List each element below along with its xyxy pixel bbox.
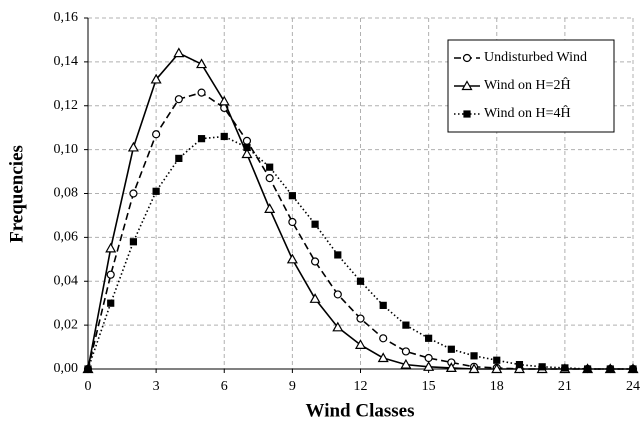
marker [173,47,185,58]
legend-marker [463,110,471,118]
legend-marker [461,80,473,91]
marker [629,365,637,373]
marker [606,365,614,373]
marker [311,220,319,228]
marker [424,353,433,363]
marker [175,154,183,162]
marker [105,242,117,253]
marker [266,163,274,171]
marker [129,238,138,246]
marker [129,189,138,198]
marker [218,95,230,106]
x-tick-label: 21 [558,379,572,394]
y-tick-label: 0,02 [54,317,79,332]
marker [377,352,389,363]
legend-label: Undisturbed Wind [484,50,587,65]
marker [197,88,206,97]
marker [513,363,525,374]
marker [286,253,298,264]
marker [354,339,367,349]
marker [220,132,228,141]
x-tick-label: 12 [354,379,368,394]
marker [197,135,206,143]
marker [243,143,251,152]
marker [356,277,365,285]
marker [288,192,296,200]
marker [84,365,92,373]
y-tick-label: 0,04 [54,273,79,288]
marker [310,257,320,266]
y-tick-label: 0,14 [54,54,79,69]
marker [150,73,162,84]
marker [561,364,569,372]
y-tick-label: 0,06 [54,230,79,245]
marker [538,363,546,371]
marker [106,270,115,279]
x-tick-label: 3 [153,379,160,394]
marker [447,345,455,353]
marker [107,299,115,307]
marker [174,95,183,104]
x-tick-label: 15 [422,379,436,394]
x-tick-label: 6 [221,379,228,394]
marker [309,293,321,303]
y-tick-label: 0,10 [54,142,79,157]
marker [356,314,365,323]
marker [379,301,387,309]
x-tick-label: 9 [289,379,296,394]
marker [196,58,208,69]
marker [127,141,139,152]
marker [583,365,592,373]
legend-label: Wind on H=2Ĥ [484,76,571,93]
y-tick-label: 0,08 [54,186,79,201]
x-tick-label: 24 [626,379,640,394]
y-tick-label: 0,00 [54,361,79,376]
legend-label: Wind on H=4Ĥ [484,104,571,121]
legend-marker [462,53,472,63]
marker [241,148,253,159]
marker [401,347,411,356]
marker [470,352,478,360]
marker [423,361,435,371]
marker [402,321,410,329]
x-tick-label: 0 [85,379,92,394]
marker [491,363,503,374]
marker [265,174,274,183]
marker [379,334,388,343]
marker [425,334,433,342]
marker [264,203,276,213]
marker [152,130,161,139]
marker [468,363,480,374]
marker [152,187,160,195]
marker [400,358,412,369]
marker [333,290,342,299]
y-tick-label: 0,16 [54,10,79,25]
marker [288,217,297,227]
marker [493,356,501,364]
x-tick-label: 18 [490,379,504,394]
marker [242,136,252,145]
x-axis-title: Wind Classes [306,400,415,421]
marker [334,251,342,259]
marker [515,361,524,369]
marker [445,362,457,373]
y-axis-title: Frequencies [6,145,27,243]
y-tick-label: 0,12 [54,98,79,113]
marker [332,321,344,332]
